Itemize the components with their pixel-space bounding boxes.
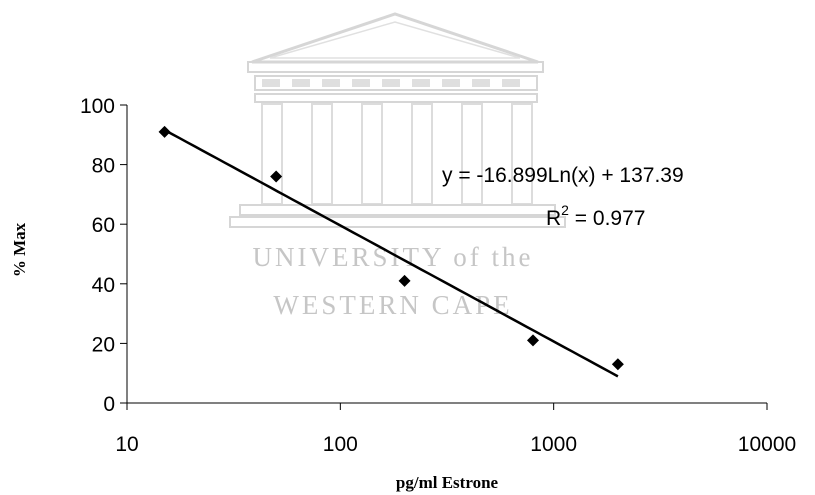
y-tick-label: 20	[92, 333, 115, 356]
data-point	[158, 125, 171, 138]
x-tick-label: 1000	[530, 433, 577, 456]
data-point	[526, 334, 539, 347]
watermark-logo	[229, 12, 566, 228]
y-tick-label: 100	[80, 95, 115, 118]
y-tick-label: 40	[92, 274, 115, 297]
data-point	[270, 170, 283, 183]
trendline-equation: y = -16.899Ln(x) + 137.39	[442, 164, 684, 187]
data-point	[398, 274, 411, 287]
y-tick-label: 60	[92, 214, 115, 237]
r-squared-label: R2 = 0.977	[546, 202, 645, 230]
trendline	[164, 128, 619, 378]
axes	[126, 105, 767, 404]
watermark-line2: WESTERN CAPE	[273, 290, 512, 320]
data-points	[158, 125, 624, 371]
x-axis-title: pg/ml Estrone	[396, 473, 499, 492]
x-axis-ticks: 10 100 1000 10000	[115, 403, 796, 456]
y-tick-label: 0	[103, 393, 115, 416]
data-point	[611, 358, 624, 371]
y-axis-title: % Max	[10, 222, 29, 277]
y-tick-label: 80	[92, 155, 115, 178]
x-tick-label: 10	[115, 433, 138, 456]
x-tick-label: 10000	[738, 433, 796, 456]
y-axis-ticks: 0 20 40 60 80 100	[80, 95, 127, 416]
x-tick-label: 100	[323, 433, 358, 456]
watermark-line1: UNIVERSITY of the	[253, 242, 534, 272]
